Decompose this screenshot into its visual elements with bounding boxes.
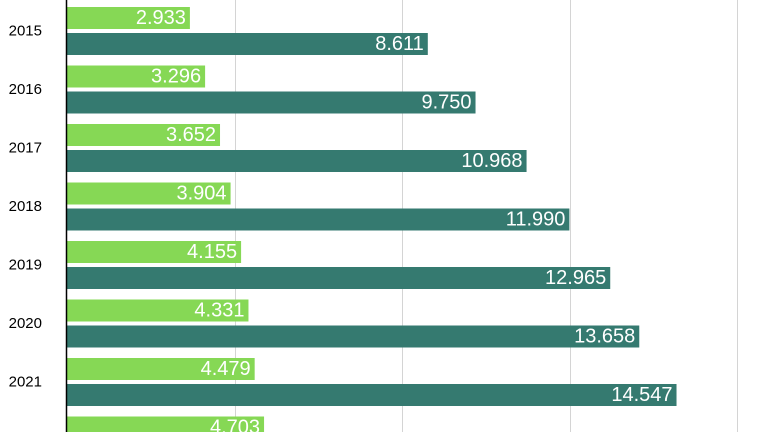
data-label: 11.990 <box>506 209 566 231</box>
bar-s2-2019 <box>67 267 611 289</box>
data-label: 8.611 <box>375 33 424 55</box>
category-label: 2015 <box>9 23 42 40</box>
data-label: 14.547 <box>611 384 672 406</box>
data-label: 4.479 <box>201 358 251 380</box>
bar-s1-2021 <box>67 358 255 380</box>
data-label: 3.652 <box>166 124 216 146</box>
data-label: 3.296 <box>151 66 201 88</box>
bar-s1-2018 <box>67 182 231 205</box>
bar-s1-2015 <box>67 7 190 29</box>
category-label: 2018 <box>9 198 42 215</box>
data-label: 9.750 <box>421 92 471 114</box>
data-label: 12.965 <box>545 267 606 289</box>
bar-s1-2019 <box>67 241 242 263</box>
data-label: 2.933 <box>136 7 186 29</box>
bar-s2-2021 <box>67 384 677 406</box>
bar-s1-2016 <box>67 65 206 88</box>
bar-s2-2017 <box>67 150 527 172</box>
bar-s1-2020 <box>67 299 249 322</box>
category-label: 2020 <box>9 315 42 332</box>
category-label: 2017 <box>9 140 42 157</box>
bar-s2-2018 <box>67 208 570 231</box>
data-label: 13.658 <box>574 326 635 348</box>
category-label: 2016 <box>9 81 42 98</box>
data-label: 4.155 <box>187 241 237 263</box>
bar-s1-2017 <box>67 124 221 146</box>
data-label: 4.703 <box>210 417 260 432</box>
bar-s1-2022 <box>67 416 265 432</box>
bar-s2-2015 <box>67 33 428 55</box>
category-label: 2021 <box>9 374 42 391</box>
data-label: 4.331 <box>194 300 244 322</box>
bar-s2-2020 <box>67 325 640 348</box>
bar-s2-2016 <box>67 91 476 114</box>
data-label: 10.968 <box>461 150 522 172</box>
data-label: 3.904 <box>177 183 227 205</box>
category-label: 2019 <box>9 257 42 274</box>
